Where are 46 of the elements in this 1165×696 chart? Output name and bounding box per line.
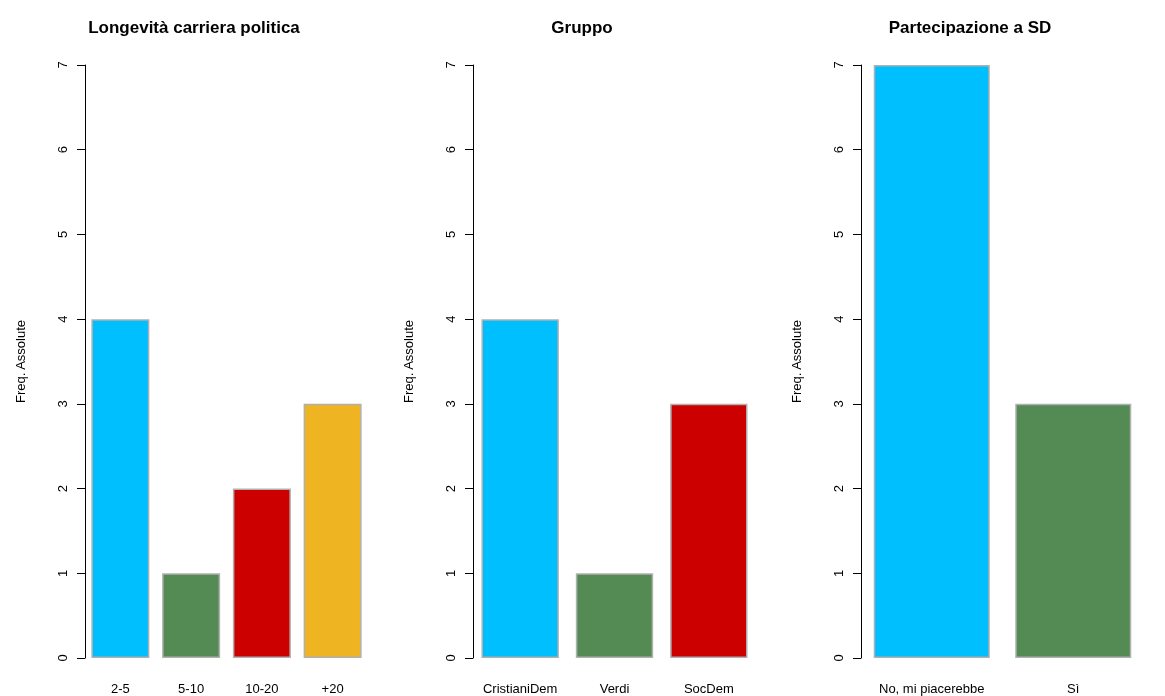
x-tick-label: 2-5 xyxy=(110,681,130,696)
y-tick-label: 3 xyxy=(443,400,458,408)
bar xyxy=(162,573,221,658)
bar xyxy=(575,573,654,658)
bar xyxy=(232,488,291,658)
chart-title: Gruppo xyxy=(551,18,613,37)
y-tick-label: 7 xyxy=(55,61,70,69)
y-tick-label: 1 xyxy=(831,569,846,577)
bar xyxy=(303,403,362,658)
y-tick-label: 4 xyxy=(55,315,70,323)
x-tick-label: 10-20 xyxy=(245,681,279,696)
y-axis-title: Freq. Assolute xyxy=(789,319,804,404)
x-tick-label: Sì xyxy=(1067,681,1080,696)
y-axis-title: Freq. Assolute xyxy=(13,319,28,404)
y-tick-label: 0 xyxy=(443,654,458,662)
y-tick-label: 4 xyxy=(443,315,458,323)
x-tick-label: SocDem xyxy=(683,681,734,696)
y-tick-label: 0 xyxy=(831,654,846,662)
y-tick-label: 1 xyxy=(55,569,70,577)
y-tick-label: 1 xyxy=(443,569,458,577)
y-tick-label: 5 xyxy=(55,230,70,239)
y-tick-label: 4 xyxy=(831,315,846,323)
x-tick-label: CristianiDem xyxy=(482,681,558,696)
x-tick-label: +20 xyxy=(321,681,344,696)
y-tick-label: 6 xyxy=(55,146,70,154)
bar xyxy=(91,319,150,658)
y-tick-label: 7 xyxy=(831,61,846,69)
y-axis-title: Freq. Assolute xyxy=(401,319,416,404)
y-tick-label: 6 xyxy=(443,146,458,154)
y-tick-label: 6 xyxy=(831,146,846,154)
y-tick-label: 5 xyxy=(443,230,458,239)
x-tick-label: No, mi piacerebbe xyxy=(879,681,985,696)
y-tick-label: 7 xyxy=(443,61,458,69)
y-tick-label: 3 xyxy=(55,400,70,408)
bar xyxy=(670,403,748,658)
bar xyxy=(481,319,559,658)
x-tick-label: 5-10 xyxy=(178,681,205,696)
y-tick-label: 3 xyxy=(831,400,846,408)
x-tick-label: Verdi xyxy=(599,681,630,696)
y-tick-label: 2 xyxy=(55,484,70,493)
y-tick-label: 2 xyxy=(443,484,458,493)
chart-title: Longevità carriera politica xyxy=(88,18,301,37)
y-tick-label: 2 xyxy=(831,484,846,493)
chart-title: Partecipazione a SD xyxy=(888,18,1052,37)
y-tick-label: 0 xyxy=(55,654,70,662)
y-tick-label: 5 xyxy=(831,230,846,239)
